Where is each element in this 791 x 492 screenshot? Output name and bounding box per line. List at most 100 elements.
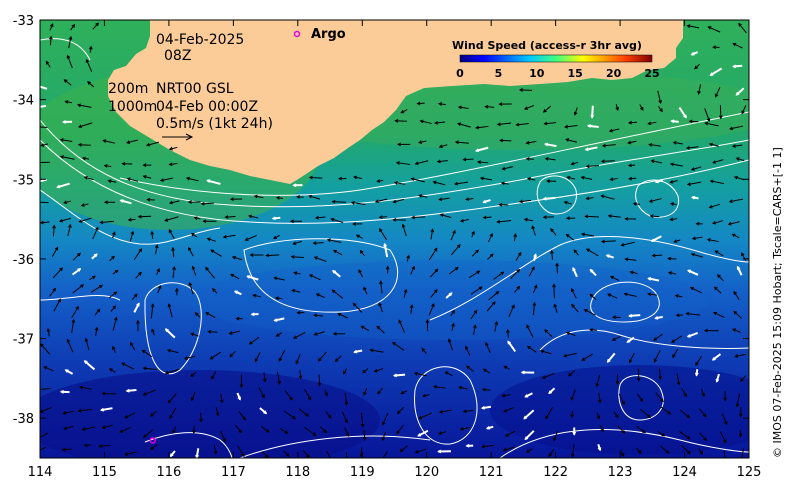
current-vector xyxy=(351,202,366,205)
current-vector-head xyxy=(648,199,653,203)
current-vector xyxy=(85,338,90,351)
current-vector-head xyxy=(566,175,571,180)
current-vector xyxy=(108,180,117,183)
current-vector-head xyxy=(451,309,455,314)
current-vector xyxy=(213,444,217,454)
current-vector xyxy=(548,387,556,395)
current-vector xyxy=(401,390,408,394)
current-vector xyxy=(294,272,301,275)
current-vector-head xyxy=(83,443,88,448)
current-vector-head xyxy=(265,253,270,258)
current-vector-head xyxy=(149,413,154,417)
current-vector xyxy=(379,228,388,241)
current-vector-head xyxy=(159,178,164,182)
current-vector xyxy=(732,233,740,239)
current-vector-head xyxy=(532,301,537,306)
current-vector xyxy=(736,266,743,276)
current-vector xyxy=(273,234,280,239)
current-vector xyxy=(674,239,681,243)
current-vector-head xyxy=(432,180,437,185)
current-vector xyxy=(314,331,325,336)
current-vector xyxy=(500,139,512,142)
current-vector-head xyxy=(57,298,61,303)
current-vector xyxy=(705,122,719,127)
current-vector xyxy=(278,349,286,362)
current-vector-head xyxy=(500,181,505,186)
current-vector xyxy=(375,198,388,203)
current-vector xyxy=(229,350,236,357)
current-vector-head xyxy=(571,303,575,308)
current-vector xyxy=(572,267,578,278)
current-vector-head xyxy=(629,270,634,275)
current-vector-head xyxy=(425,319,430,323)
current-vector xyxy=(92,227,99,240)
current-vector xyxy=(714,286,722,294)
current-vector-head xyxy=(628,120,632,125)
current-vector xyxy=(378,302,383,313)
current-vector-head xyxy=(63,426,68,430)
current-vector-head xyxy=(293,271,298,275)
current-vector xyxy=(186,177,199,182)
current-vector xyxy=(738,23,747,34)
current-vector xyxy=(95,327,98,337)
current-vector-head xyxy=(552,283,556,288)
current-vector xyxy=(625,258,637,261)
current-vector xyxy=(78,408,93,412)
current-vector-head xyxy=(438,102,443,106)
current-vector-head xyxy=(202,219,207,224)
current-vector-head xyxy=(169,415,173,420)
current-vector-head xyxy=(665,449,670,454)
current-vector xyxy=(476,125,489,129)
current-vector xyxy=(708,26,721,33)
current-vector xyxy=(40,104,47,108)
current-vector-head xyxy=(315,293,320,297)
current-vector xyxy=(450,244,461,256)
current-vector xyxy=(67,55,73,69)
current-vector xyxy=(65,100,73,104)
current-vector-head xyxy=(172,429,176,434)
current-vector xyxy=(448,267,459,275)
current-vector-head xyxy=(231,255,236,260)
current-vector xyxy=(49,288,56,297)
current-vector-head xyxy=(511,304,515,309)
current-vector xyxy=(283,450,290,457)
current-vector-head xyxy=(307,396,312,401)
current-vector xyxy=(63,410,74,414)
current-vector-head xyxy=(667,271,672,275)
current-vector-head xyxy=(78,219,83,223)
current-vector-head xyxy=(642,429,646,434)
current-vector-head xyxy=(565,331,570,336)
current-vector-head xyxy=(169,453,174,458)
current-vector-head xyxy=(61,447,66,452)
current-vector xyxy=(276,332,283,337)
current-vector-head xyxy=(146,142,151,147)
current-vector-head xyxy=(741,252,745,257)
current-vector xyxy=(211,371,217,379)
x-tick-label: 122 xyxy=(543,465,568,480)
current-vector xyxy=(188,247,194,257)
current-vector-head xyxy=(36,161,39,164)
current-vector-head xyxy=(430,228,435,233)
x-tick-label: 119 xyxy=(350,465,375,480)
current-vector xyxy=(318,351,327,362)
current-vector xyxy=(463,409,474,413)
current-vector xyxy=(56,182,71,189)
current-vector-head xyxy=(438,197,443,202)
current-vector-head xyxy=(518,199,523,204)
current-vector-head xyxy=(133,293,138,298)
current-vector xyxy=(40,85,48,90)
current-vector-head xyxy=(733,290,738,295)
current-vector-head xyxy=(377,390,381,395)
current-vector xyxy=(168,229,175,239)
current-vector-head xyxy=(369,348,374,353)
current-vector xyxy=(40,343,51,355)
argo-floats xyxy=(149,437,157,444)
current-vector xyxy=(418,140,427,144)
current-vector xyxy=(571,288,577,299)
current-vector-head xyxy=(550,228,554,232)
current-vector-head xyxy=(654,316,659,320)
current-vector xyxy=(681,444,691,455)
current-vector xyxy=(513,234,517,242)
x-tick-label: 125 xyxy=(737,465,762,480)
current-vector-head xyxy=(250,312,255,317)
